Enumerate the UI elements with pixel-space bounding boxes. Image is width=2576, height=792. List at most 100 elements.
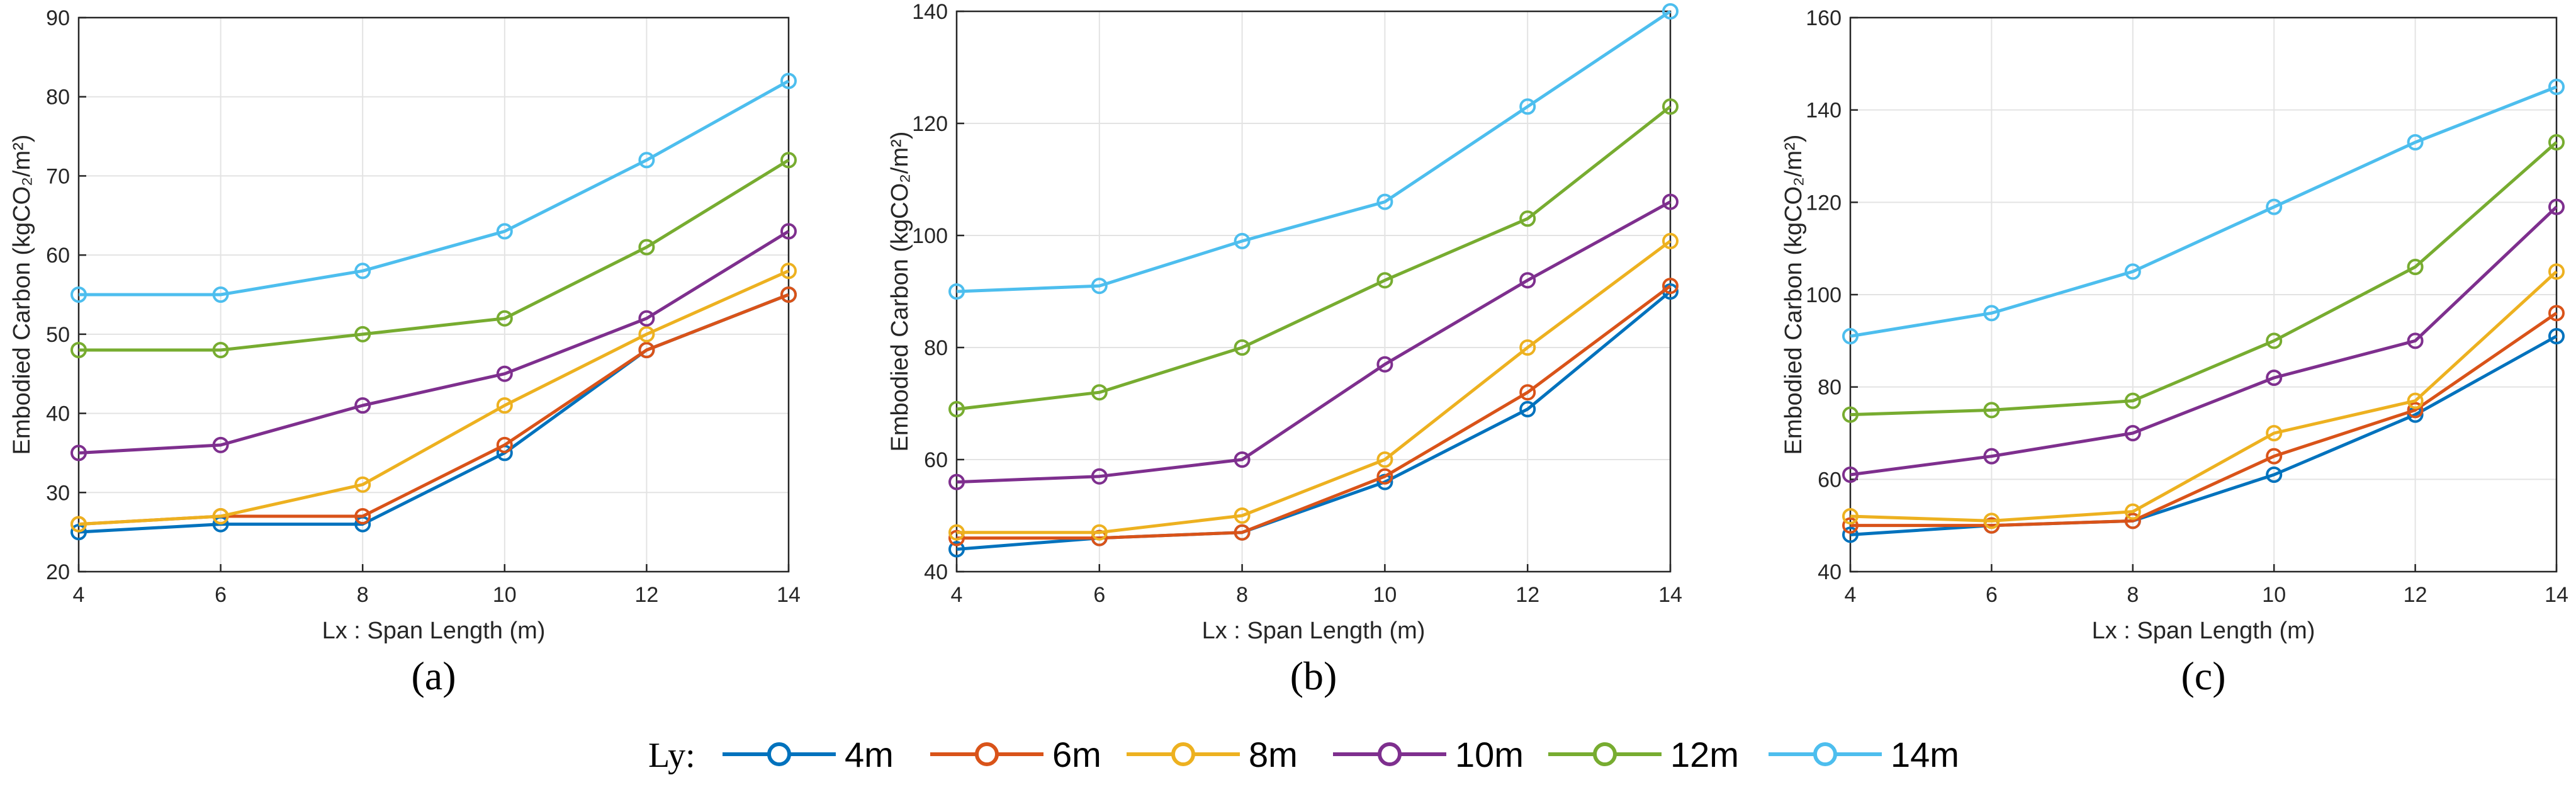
- data-point-14m: [212, 286, 229, 303]
- series-14m: [948, 3, 1679, 300]
- data-point-12m: [70, 342, 87, 358]
- x-axis-label: Lx : Span Length (m): [2092, 618, 2315, 644]
- legend-entry-4m: 4m: [723, 735, 894, 774]
- x-tick-label: 8: [1236, 583, 1248, 607]
- series-line-12m: [1850, 141, 2558, 417]
- data-point-8m: [1842, 508, 1859, 524]
- series-line-12m: [956, 105, 1672, 411]
- series-line-14m: [956, 9, 1672, 293]
- x-tick-label: 10: [1373, 583, 1397, 607]
- data-point-14m: [496, 223, 513, 240]
- data-point-8m: [1519, 339, 1536, 356]
- data-point-14m: [354, 263, 371, 280]
- data-point-8m: [638, 325, 655, 342]
- series-line-8m: [1850, 270, 2558, 523]
- data-point-8m: [1662, 232, 1679, 249]
- data-point-12m: [212, 342, 229, 358]
- data-point-10m: [212, 436, 229, 453]
- data-point-10m: [1842, 467, 1859, 483]
- x-tick-label: 10: [2262, 583, 2286, 607]
- chart-panel-2: 4 6 8 10 12 14 40 60 80 100 120 140 Lx : Span Length…: [887, 0, 1682, 698]
- data-point-14m: [2407, 134, 2424, 150]
- x-tick-label: 12: [1516, 583, 1539, 607]
- x-tick-label: 14: [777, 583, 801, 607]
- data-point-6m: [2407, 402, 2424, 419]
- x-tick-label: 8: [2127, 583, 2139, 607]
- data-point-10m: [780, 223, 797, 240]
- data-point-10m: [1376, 356, 1393, 373]
- series-12m: [70, 152, 797, 358]
- legend-label: 4m: [845, 735, 894, 774]
- data-point-10m: [1519, 272, 1536, 289]
- y-tick-label: 60: [1818, 468, 1842, 492]
- data-point-6m: [1842, 517, 1859, 534]
- y-tick-label: 20: [46, 560, 70, 584]
- series-line-6m: [1850, 312, 2558, 528]
- data-point-14m: [1983, 305, 2000, 322]
- y-tick-label: 40: [46, 402, 70, 426]
- data-point-4m: [948, 541, 965, 558]
- data-point-14m: [2548, 79, 2565, 95]
- y-tick-label: 160: [1806, 6, 1842, 30]
- data-point-8m: [2407, 392, 2424, 409]
- series-10m: [70, 223, 797, 461]
- panels: 4 6 8 10 12 14 20 30 40 50 60 70 80 90 Lx : Span Lengt…: [9, 0, 2568, 698]
- legend-entry-10m: 10m: [1333, 735, 1524, 774]
- x-tick-label: 6: [215, 583, 227, 607]
- data-point-12m: [496, 310, 513, 327]
- data-point-6m: [1983, 517, 2000, 534]
- series-line-8m: [957, 239, 1672, 535]
- series-line-10m: [1850, 205, 2558, 477]
- legend-entry-14m: 14m: [1769, 735, 1959, 774]
- data-point-8m: [1234, 507, 1251, 524]
- data-point-6m: [1234, 524, 1251, 541]
- data-point-10m: [638, 310, 655, 327]
- series-6m: [1842, 305, 2565, 534]
- data-point-14m: [948, 283, 965, 300]
- legend-entry-8m: 8m: [1127, 735, 1298, 774]
- series-line-14m: [1850, 85, 2557, 338]
- legend-swatch-marker: [1813, 742, 1837, 766]
- data-point-10m: [1091, 468, 1108, 485]
- data-point-6m: [1519, 384, 1536, 401]
- panel-label: (b): [1290, 653, 1337, 698]
- y-tick-label: 120: [912, 112, 948, 136]
- data-point-12m: [1519, 210, 1536, 227]
- series-8m: [70, 263, 797, 533]
- y-axis-label: Embodied Carbon (kgCO₂/m²): [887, 132, 913, 452]
- series-10m: [948, 193, 1679, 490]
- data-point-14m: [1662, 3, 1679, 20]
- x-tick-label: 12: [634, 583, 658, 607]
- series-line-6m: [957, 285, 1672, 540]
- legend-swatch-marker: [1593, 742, 1617, 766]
- data-point-14m: [1091, 278, 1108, 295]
- data-point-8m: [496, 397, 513, 414]
- data-point-14m: [2266, 198, 2283, 215]
- data-point-10m: [2407, 332, 2424, 349]
- data-point-8m: [212, 508, 229, 524]
- series-line-12m: [79, 159, 790, 352]
- chart-panel-1: 4 6 8 10 12 14 20 30 40 50 60 70 80 90 Lx : Span Lengt…: [9, 6, 801, 698]
- data-point-10m: [70, 444, 87, 461]
- data-point-8m: [2124, 503, 2141, 520]
- data-point-8m: [70, 516, 87, 533]
- y-tick-label: 30: [46, 481, 70, 505]
- data-point-6m: [1662, 278, 1679, 295]
- x-axis-label: Lx : Span Length (m): [1202, 618, 1426, 644]
- data-point-8m: [948, 524, 965, 541]
- y-tick-label: 50: [46, 323, 70, 347]
- y-tick-label: 140: [912, 0, 948, 24]
- legend-label: 10m: [1455, 735, 1524, 774]
- legend-swatch-marker: [1171, 742, 1195, 766]
- data-point-14m: [1519, 98, 1536, 115]
- data-point-6m: [496, 436, 513, 453]
- data-point-4m: [2548, 328, 2565, 344]
- y-tick-label: 70: [46, 164, 70, 188]
- legend-title: Ly:: [648, 736, 695, 775]
- y-tick-label: 40: [1818, 560, 1842, 584]
- data-point-12m: [638, 239, 655, 256]
- y-tick-label: 90: [46, 6, 70, 30]
- series-8m: [1842, 263, 2565, 529]
- y-tick-label: 100: [1806, 283, 1842, 307]
- y-tick-label: 40: [924, 560, 948, 584]
